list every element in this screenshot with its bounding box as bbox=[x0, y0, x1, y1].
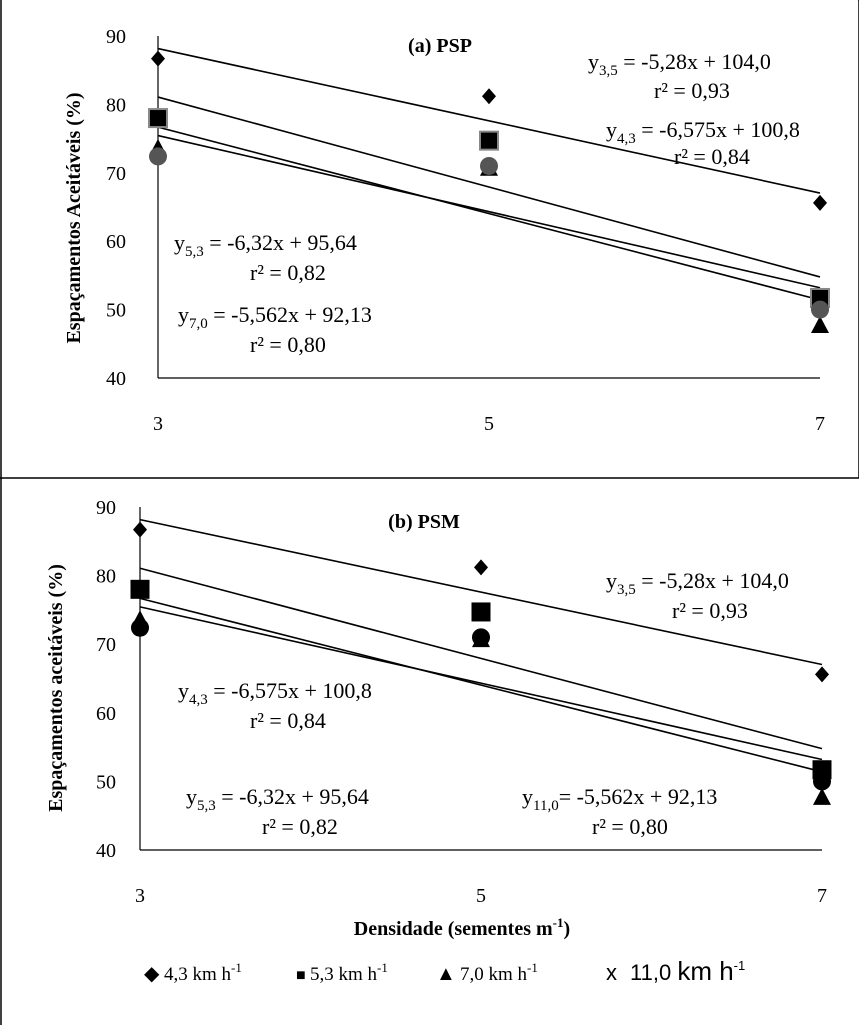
equation-7-0: y7,0 = -5,562x + 92,13 bbox=[178, 302, 372, 332]
r2-4-3: r² = 0,84 bbox=[250, 708, 326, 733]
data-points bbox=[130, 521, 832, 805]
chart-title: (b) PSM bbox=[388, 511, 460, 533]
legend-item-11-0: x 11,0 km h-1 bbox=[606, 956, 745, 986]
diamond-marker bbox=[815, 666, 829, 683]
y-tick-label: 70 bbox=[96, 634, 116, 656]
circle-marker bbox=[811, 300, 829, 319]
circle-marker bbox=[480, 156, 498, 175]
legend-item-5-3: ■ 5,3 km h-1 bbox=[296, 960, 388, 985]
y-tick-label: 90 bbox=[106, 26, 126, 48]
equation-4-3: y4,3 = -6,575x + 100,8 bbox=[178, 678, 372, 708]
y-tick-label: 40 bbox=[106, 368, 126, 390]
legend-label: 11,0 km h-1 bbox=[630, 956, 745, 986]
triangle-icon: ▲ bbox=[436, 963, 456, 985]
square-marker bbox=[130, 579, 150, 599]
r2-4-3: r² = 0,84 bbox=[674, 144, 750, 169]
y-tick-label: 60 bbox=[106, 231, 126, 253]
y-tick-label: 80 bbox=[96, 566, 116, 588]
r2-3-5: r² = 0,93 bbox=[672, 598, 748, 623]
trendline bbox=[139, 567, 823, 750]
x-icon: x bbox=[606, 960, 617, 985]
chart-title: (a) PSP bbox=[408, 35, 472, 57]
y-axis-label: Espaçamentos aceitáveis (%) bbox=[45, 564, 67, 812]
trendlines bbox=[157, 47, 821, 301]
chart-panel-a: Espaçamentos Aceitáveis (%) (a) PSP 40 50… bbox=[63, 26, 830, 435]
equation-group: y3,5 = -5,28x + 104,0 r² = 0,93 y4,3 = -… bbox=[178, 568, 789, 839]
equation-3-5: y3,5 = -5,28x + 104,0 bbox=[588, 49, 771, 79]
triangle-marker bbox=[811, 316, 829, 334]
axes: 40 50 60 70 80 90 3 5 7 bbox=[96, 497, 827, 907]
equation-5-3: y5,3 = -6,32x + 95,64 bbox=[186, 784, 369, 814]
diamond-marker bbox=[151, 50, 165, 67]
legend: ◆ 4,3 km h-1 ■ 5,3 km h-1 ▲ 7,0 km h-1 x… bbox=[144, 956, 745, 986]
diamond-marker bbox=[813, 194, 827, 211]
r2-11-0: r² = 0,80 bbox=[592, 814, 668, 839]
legend-label: 4,3 km h-1 bbox=[164, 960, 242, 985]
square-marker bbox=[471, 602, 491, 622]
triangle-marker bbox=[813, 787, 831, 805]
square-marker bbox=[479, 130, 499, 151]
diamond-marker bbox=[133, 521, 147, 538]
trendline bbox=[157, 47, 821, 194]
y-tick-label: 50 bbox=[96, 771, 116, 793]
y-tick-label: 70 bbox=[106, 163, 126, 185]
data-points bbox=[148, 50, 830, 334]
trendline bbox=[157, 134, 821, 289]
circle-marker bbox=[149, 147, 167, 166]
equation-11-0: y11,0= -5,562x + 92,13 bbox=[522, 784, 717, 814]
circle-marker bbox=[472, 628, 490, 647]
r2-5-3: r² = 0,82 bbox=[262, 814, 338, 839]
x-tick-label: 3 bbox=[135, 885, 145, 907]
circle-marker bbox=[813, 772, 831, 791]
r2-3-5: r² = 0,93 bbox=[654, 78, 730, 103]
trendlines bbox=[139, 518, 823, 773]
trendline bbox=[139, 597, 823, 773]
legend-label: 7,0 km h-1 bbox=[460, 960, 538, 985]
x-tick-label: 7 bbox=[815, 413, 825, 435]
legend-item-4-3: ◆ 4,3 km h-1 bbox=[144, 960, 242, 985]
r2-7-0: r² = 0,80 bbox=[250, 332, 326, 357]
square-icon: ■ bbox=[296, 967, 306, 984]
y-tick-label: 80 bbox=[106, 94, 126, 116]
trendline bbox=[139, 606, 823, 761]
y-tick-label: 90 bbox=[96, 497, 116, 519]
legend-item-7-0: ▲ 7,0 km h-1 bbox=[436, 960, 538, 985]
trendline bbox=[157, 96, 821, 278]
x-tick-label: 5 bbox=[484, 413, 494, 435]
x-tick-label: 3 bbox=[153, 413, 163, 435]
y-tick-label: 40 bbox=[96, 840, 116, 862]
chart-panel-b: Espaçamentos aceitáveis (%) (b) PSM 40 50… bbox=[45, 497, 832, 907]
equation-4-3: y4,3 = -6,575x + 100,8 bbox=[606, 117, 800, 147]
trendline bbox=[139, 518, 823, 666]
equation-3-5: y3,5 = -5,28x + 104,0 bbox=[606, 568, 789, 598]
equation-5-3: y5,3 = -6,32x + 95,64 bbox=[174, 230, 357, 260]
x-tick-label: 5 bbox=[476, 885, 486, 907]
diamond-marker bbox=[482, 88, 496, 105]
diamond-icon: ◆ bbox=[144, 963, 160, 985]
y-axis-label: Espaçamentos Aceitáveis (%) bbox=[63, 92, 85, 343]
x-axis-label: Densidade (sementes m-1) bbox=[354, 915, 570, 940]
y-tick-label: 60 bbox=[96, 703, 116, 725]
equation-group: y3,5 = -5,28x + 104,0 r² = 0,93 y4,3 = -… bbox=[174, 49, 800, 357]
y-tick-label: 50 bbox=[106, 300, 126, 322]
square-marker bbox=[148, 108, 168, 129]
legend-label: 5,3 km h-1 bbox=[310, 960, 388, 985]
axes: 40 50 60 70 80 90 3 5 7 bbox=[106, 26, 825, 435]
diamond-marker bbox=[474, 559, 488, 576]
trendline bbox=[157, 126, 821, 301]
x-tick-label: 7 bbox=[817, 885, 827, 907]
r2-5-3: r² = 0,82 bbox=[250, 260, 326, 285]
circle-marker bbox=[131, 618, 149, 637]
